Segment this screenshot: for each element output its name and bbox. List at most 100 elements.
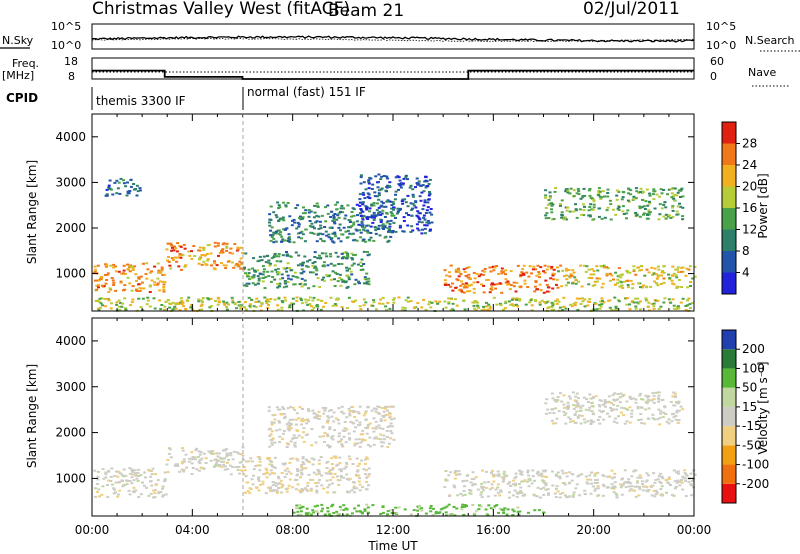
data-cell [171, 259, 175, 261]
data-cell [340, 233, 344, 236]
data-cell [138, 290, 142, 292]
data-cell [632, 265, 636, 268]
data-cell [277, 219, 281, 222]
data-cell [182, 305, 186, 308]
data-cell [573, 304, 577, 307]
data-cell [312, 511, 316, 514]
data-cell [607, 395, 611, 398]
data-cell [613, 392, 617, 395]
data-cell [627, 188, 631, 191]
data-cell [222, 302, 226, 305]
data-cell [679, 301, 683, 304]
data-cell [546, 493, 550, 496]
data-cell [491, 473, 495, 476]
data-cell [335, 272, 339, 275]
data-cell [602, 485, 606, 488]
data-cell [447, 503, 451, 506]
data-cell [568, 210, 572, 213]
data-cell [346, 229, 350, 232]
data-cell [313, 227, 316, 230]
data-cell [273, 232, 277, 235]
data-cell [568, 192, 572, 195]
x-tick-label: 12:00 [376, 523, 411, 537]
data-cell [269, 234, 273, 237]
data-cell [339, 240, 343, 243]
data-cell [105, 273, 109, 276]
data-cell [363, 508, 367, 511]
data-cell [365, 432, 369, 435]
data-cell [362, 298, 366, 301]
data-cell [630, 485, 634, 488]
nave-label: Nave [748, 66, 776, 79]
data-cell [639, 269, 643, 272]
data-cell [386, 240, 390, 243]
data-cell [555, 298, 559, 301]
data-cell [570, 274, 573, 277]
data-cell [305, 513, 309, 516]
data-cell [640, 406, 644, 409]
data-cell [235, 263, 239, 265]
data-cell [315, 485, 319, 488]
data-cell [145, 262, 149, 265]
data-cell [650, 303, 654, 305]
data-cell [340, 306, 344, 309]
data-cell [662, 277, 666, 280]
data-cell [404, 299, 408, 302]
data-cell [322, 487, 326, 490]
data-cell [520, 491, 524, 494]
data-cell [389, 200, 393, 203]
data-cell [285, 285, 289, 288]
data-cell [333, 231, 337, 234]
data-cell [174, 247, 178, 250]
data-cell [400, 309, 404, 311]
data-cell [136, 190, 140, 193]
data-cell [614, 271, 618, 274]
colorbar-swatch [722, 406, 736, 427]
data-cell [392, 512, 396, 515]
data-cell [131, 473, 135, 476]
data-cell [315, 220, 319, 223]
data-cell [337, 484, 341, 486]
frequency-frame [91, 57, 695, 80]
data-cell [632, 195, 636, 198]
data-cell [245, 285, 249, 287]
data-cell [382, 441, 386, 444]
data-cell [625, 217, 628, 220]
data-cell [372, 430, 376, 433]
data-cell [379, 418, 383, 421]
data-cell [609, 402, 613, 405]
data-cell [647, 271, 651, 274]
data-cell [685, 474, 689, 477]
data-cell [545, 301, 549, 304]
data-cell [110, 277, 114, 279]
data-cell [123, 273, 127, 275]
data-cell [671, 274, 675, 277]
data-cell [300, 237, 303, 240]
data-cell [574, 487, 578, 490]
data-cell [243, 469, 247, 472]
data-cell [662, 265, 666, 268]
data-cell [292, 283, 296, 286]
data-cell [332, 411, 336, 414]
data-cell [144, 476, 147, 479]
freq-tick-top: 18 [64, 55, 78, 68]
data-cell [598, 422, 602, 425]
data-cell [377, 194, 381, 197]
data-cell [361, 224, 365, 227]
data-cell [457, 470, 461, 473]
data-cell [105, 194, 109, 197]
data-cell [652, 190, 656, 193]
data-cell [243, 301, 247, 304]
data-cell [449, 309, 453, 312]
data-cell [129, 304, 133, 307]
data-cell [200, 303, 204, 306]
data-cell [291, 457, 295, 460]
data-cell [298, 231, 302, 234]
data-cell [451, 282, 454, 285]
data-cell [277, 204, 281, 207]
data-cell [423, 199, 427, 202]
data-cell [345, 462, 349, 464]
data-cell [224, 264, 228, 267]
data-cell [368, 436, 372, 439]
data-cell [412, 509, 416, 512]
